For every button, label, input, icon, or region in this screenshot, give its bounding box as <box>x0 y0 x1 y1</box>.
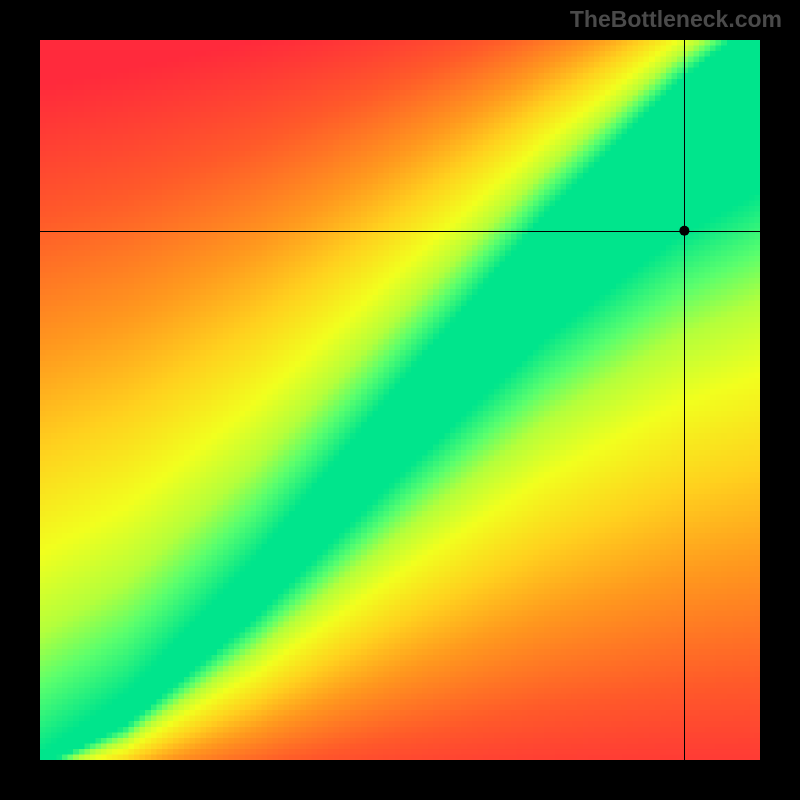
crosshair-overlay <box>40 40 760 760</box>
watermark-text: TheBottleneck.com <box>570 6 782 33</box>
heatmap-chart <box>40 40 760 760</box>
